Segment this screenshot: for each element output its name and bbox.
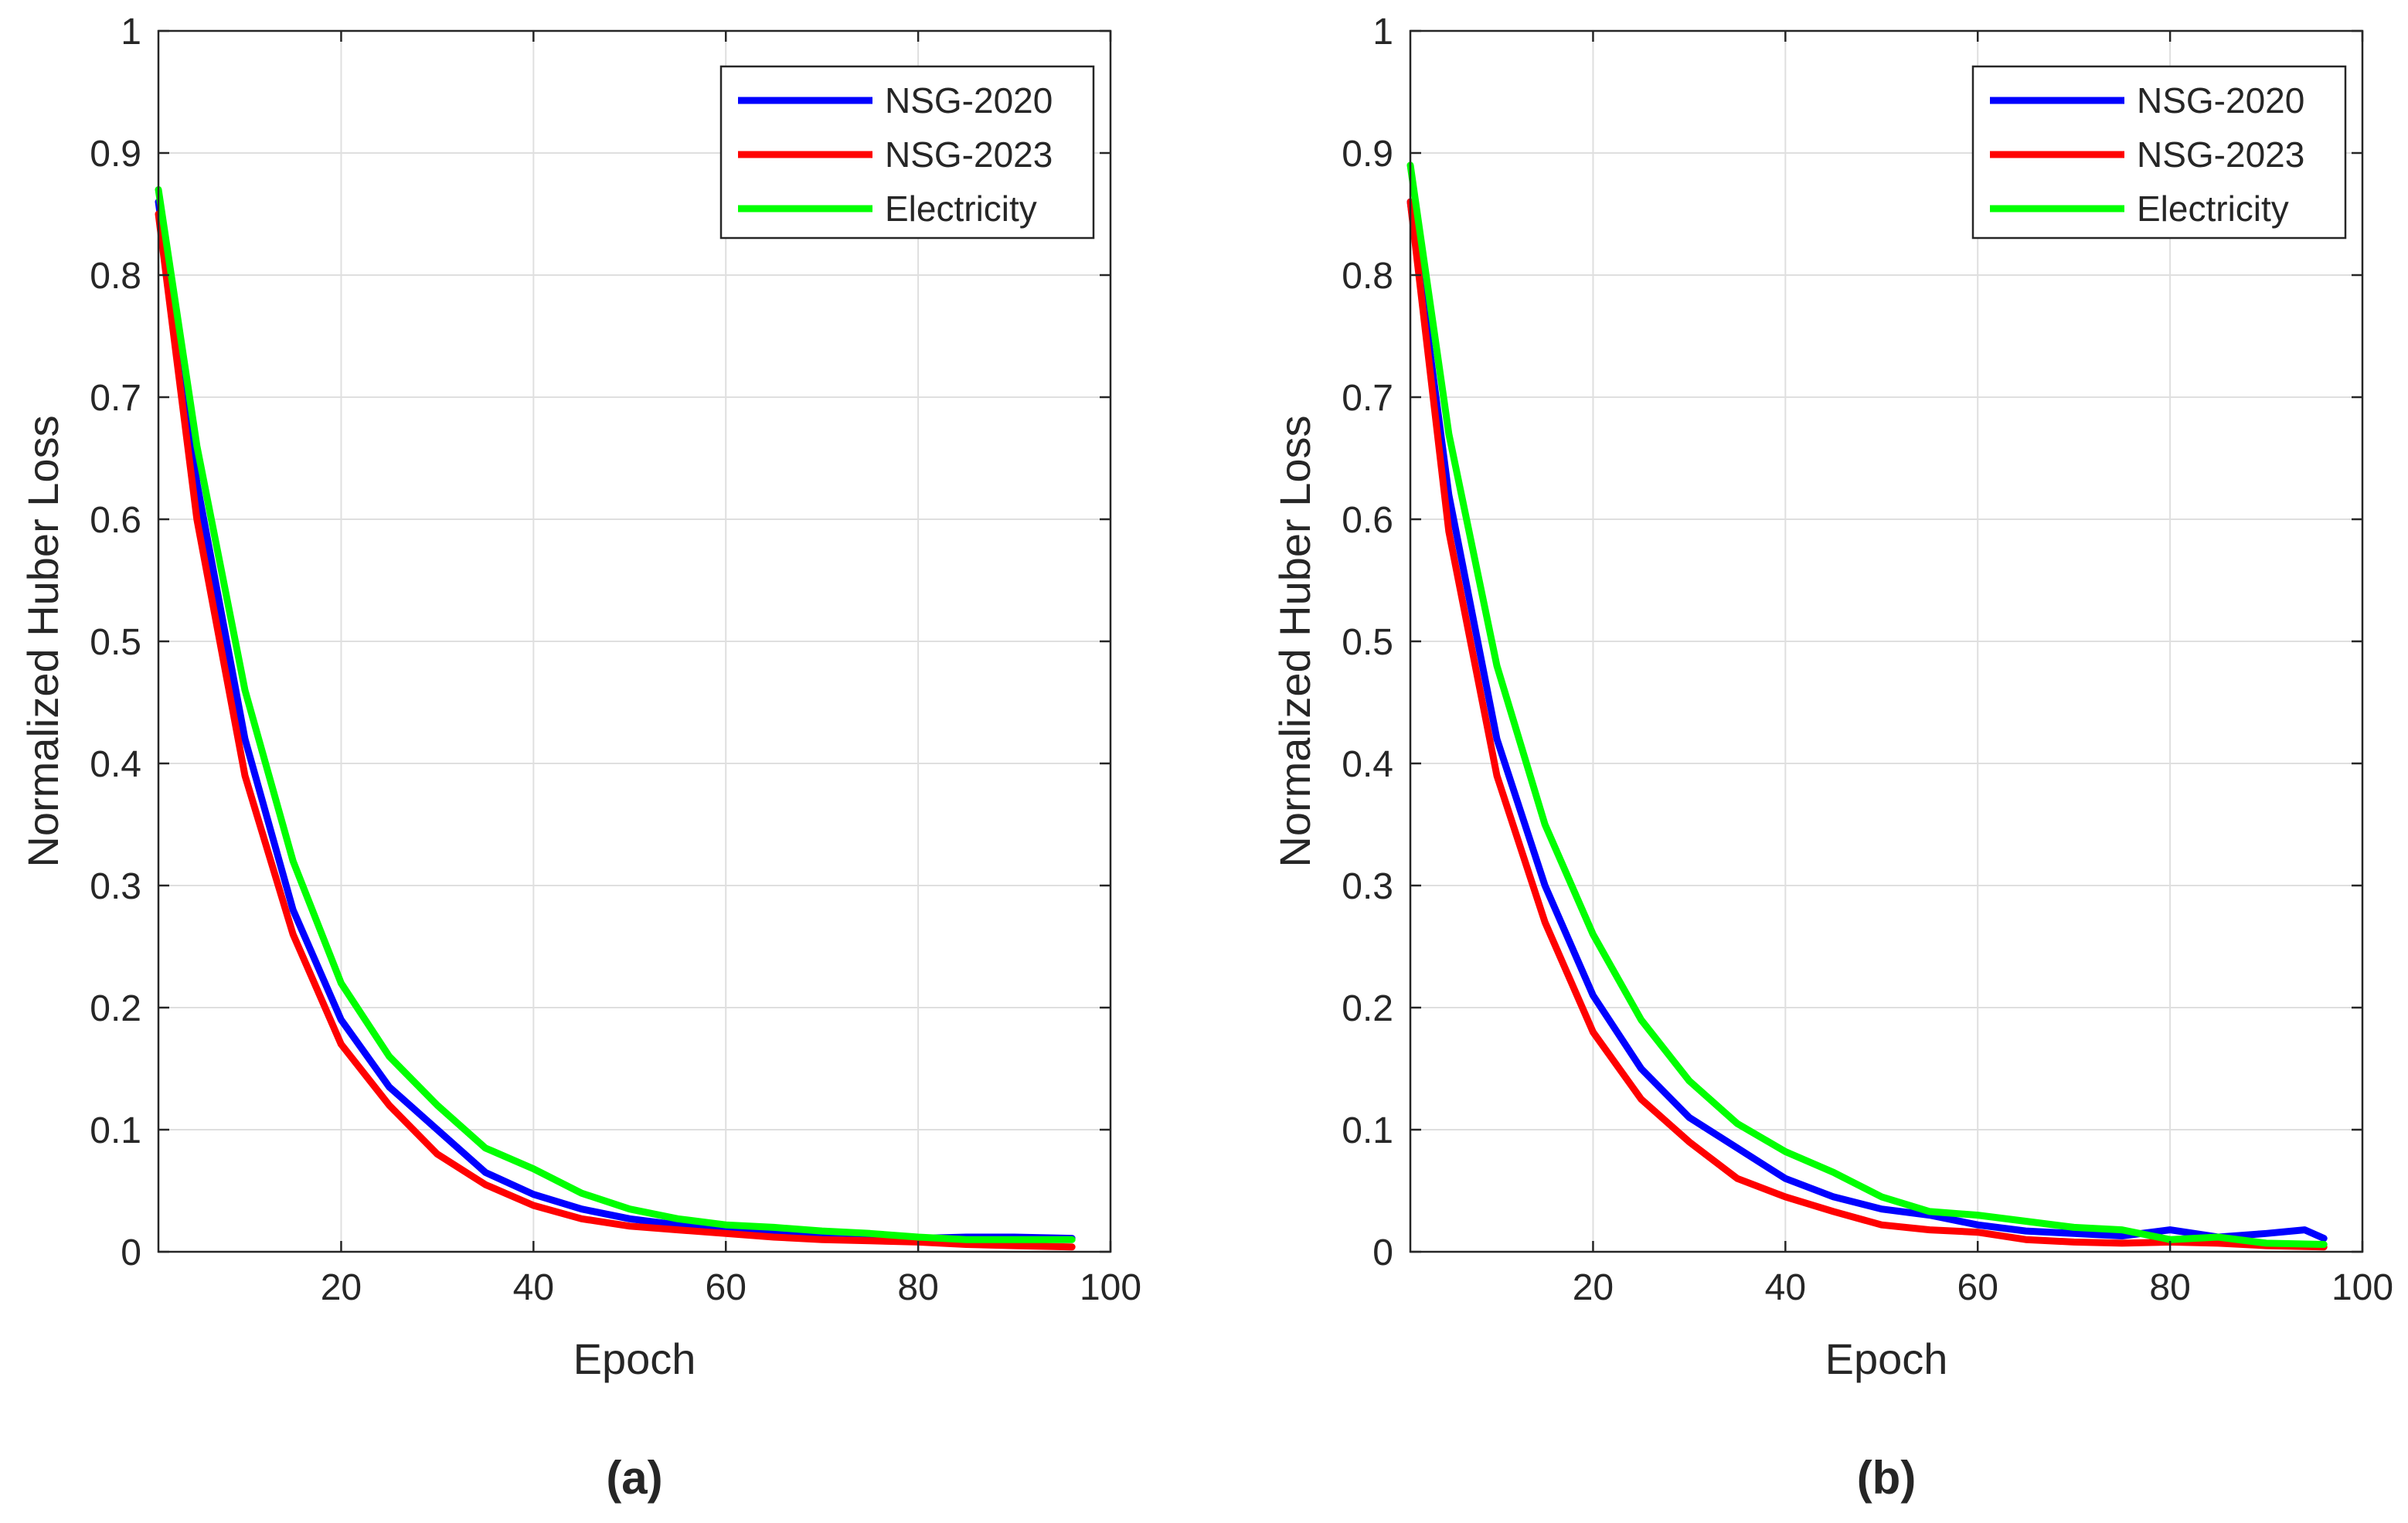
legend-label: Electricity [885,189,1037,229]
y-tick-label: 0.9 [1342,134,1393,175]
y-tick-label: 0 [121,1232,141,1273]
series-line-nsg-2020 [155,198,1076,1243]
x-tick-label: 40 [1765,1267,1806,1308]
x-axis-label: Epoch [1825,1334,1948,1383]
y-tick-label: 0.7 [1342,378,1393,419]
y-tick-label: 0.4 [1342,744,1393,785]
y-axis-label: Normalized Huber Loss [1270,415,1319,867]
y-tick-label: 0.1 [90,1110,141,1151]
legend-label: NSG-2023 [885,134,1053,175]
series-line-nsg-2020 [1406,198,2328,1243]
panel-b: 20 40 60 80 100 0 0.1 0.2 0.3 0.4 0.5 0.6 0.7 0.8 0.9 1… [1270,12,2393,1504]
y-tick-label: 0.1 [1342,1110,1393,1151]
legend-label: NSG-2023 [2137,134,2304,175]
x-tick-label: 100 [2331,1267,2393,1308]
legend-label: NSG-2020 [885,80,1053,121]
x-tick-label: 20 [1573,1267,1614,1308]
legend: NSG-2020 NSG-2023 Electricity [719,65,1095,240]
y-tick-label: 0.8 [1342,256,1393,297]
x-axis-label: Epoch [573,1334,696,1383]
y-axis-label: Normalized Huber Loss [19,415,67,867]
x-tick-label: 60 [706,1267,747,1308]
y-tick-label: 0.5 [90,622,141,663]
x-tick-label: 40 [513,1267,554,1308]
y-tick-label: 0.3 [90,866,141,907]
series-line-nsg-2023 [1406,198,2328,1251]
series-line-electricity [155,185,1076,1243]
series-line-electricity [1406,161,2328,1248]
x-tick-label: 60 [1957,1267,1998,1308]
y-tick-label: 1 [1372,12,1393,53]
y-tick-label: 0.2 [1342,988,1393,1029]
y-tick-label: 0.7 [90,378,141,419]
y-tick-label: 0.6 [1342,500,1393,541]
x-tick-label: 100 [1080,1267,1141,1308]
legend: NSG-2020 NSG-2023 Electricity [1971,65,2347,240]
legend-label: NSG-2020 [2137,80,2304,121]
panel-label: (b) [1857,1452,1917,1504]
y-tick-label: 0.5 [1342,622,1393,663]
panel-a: 20 40 60 80 100 0 0.1 0.2 0.3 0.4 0.5 0.6 0.7 0.8 0.9 1… [19,12,1141,1504]
series-line-nsg-2023 [155,210,1076,1251]
y-tick-label: 0.3 [1342,866,1393,907]
x-tick-label: 20 [321,1267,362,1308]
y-tick-label: 0.6 [90,500,141,541]
y-tick-label: 1 [121,12,141,53]
x-tick-label: 80 [897,1267,938,1308]
y-tick-label: 0.2 [90,988,141,1029]
y-tick-label: 0 [1372,1232,1393,1273]
panel-label: (a) [606,1452,662,1504]
y-tick-label: 0.4 [90,744,141,785]
y-tick-label: 0.9 [90,134,141,175]
legend-label: Electricity [2137,189,2289,229]
y-tick-label: 0.8 [90,256,141,297]
x-tick-label: 80 [2149,1267,2190,1308]
